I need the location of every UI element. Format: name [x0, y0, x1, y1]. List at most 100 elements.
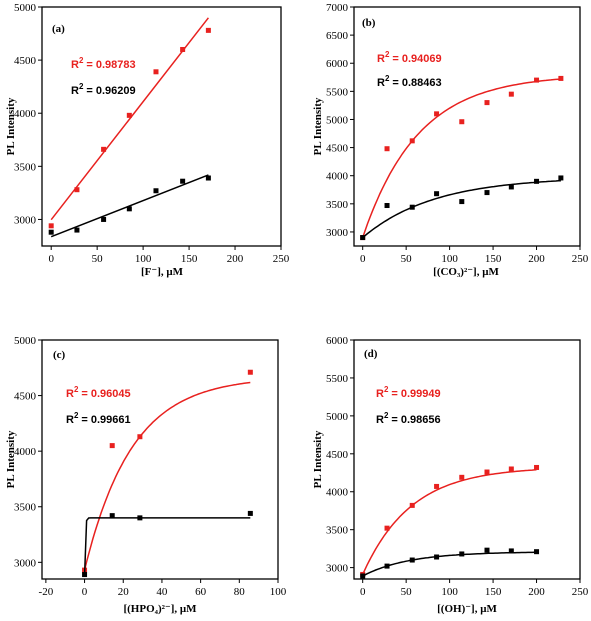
data-point: [534, 77, 540, 83]
data-point: [534, 464, 540, 470]
x-tick-label: 80: [234, 586, 246, 598]
x-tick-label: 60: [195, 586, 207, 598]
r-squared-label: R2 = 0.88463: [377, 74, 442, 89]
data-point: [434, 111, 440, 117]
r-squared-value: = 0.94069: [392, 53, 441, 65]
r-symbol: R: [71, 59, 79, 71]
x-tick-label: 150: [181, 253, 198, 265]
superscript-2: 2: [384, 385, 389, 394]
data-point: [126, 112, 132, 118]
r-symbol: R: [376, 414, 384, 426]
data-point: [409, 557, 415, 563]
x-tick-label: 100: [441, 586, 458, 598]
fit-curve: [83, 381, 251, 571]
data-point: [247, 510, 253, 516]
data-point: [205, 27, 211, 33]
x-tick-label: -20: [39, 586, 54, 598]
data-point: [137, 434, 143, 440]
data-point: [74, 187, 80, 193]
x-tick-label: 100: [270, 586, 287, 598]
superscript-2: 2: [79, 56, 84, 65]
y-tick-label: 6000: [326, 335, 349, 347]
data-point: [360, 573, 366, 579]
x-tick-label: 200: [528, 586, 545, 598]
r-symbol: R: [71, 85, 79, 97]
data-point: [48, 223, 54, 229]
panel-b: 0 50 100 150 200 250 3000 3500 4000 4500 5000 5500 6…: [312, 2, 589, 278]
x-tick-label: 250: [572, 586, 589, 598]
fit-curve: [362, 179, 561, 239]
fit-curve: [362, 551, 537, 577]
fit-curve: [362, 469, 537, 575]
x-axis-label: [(CO₃)²⁻], μM: [433, 266, 499, 278]
y-tick-label: 3500: [14, 502, 37, 514]
r-squared-label: R2 = 0.98783: [71, 56, 136, 71]
y-tick-label: 4000: [14, 108, 37, 120]
x-tick-label: 0: [82, 586, 88, 598]
r-squared-value: = 0.88463: [392, 77, 441, 89]
plot-frame: [353, 6, 581, 247]
y-tick-label: 4000: [326, 487, 349, 499]
y-axis-label: PL Intensity: [312, 97, 324, 155]
r-squared-value: = 0.96209: [86, 85, 135, 97]
r-squared-value: = 0.98656: [391, 414, 440, 426]
y-tick-label: 3000: [14, 214, 37, 226]
r-symbol: R: [66, 388, 74, 400]
panel-label: (c): [53, 349, 66, 361]
data-point: [153, 69, 159, 75]
fit-curve: [83, 517, 251, 575]
r-squared-label: R2 = 0.96209: [71, 82, 136, 97]
y-tick-label: 7000: [326, 2, 349, 14]
superscript-2: 2: [74, 385, 79, 394]
y-tick-label: 3000: [14, 557, 37, 569]
y-tick-label: 5000: [14, 2, 37, 14]
data-point: [409, 138, 415, 144]
data-point: [434, 554, 440, 560]
x-tick-label: 40: [156, 586, 168, 598]
x-tick-label: 250: [572, 253, 589, 265]
x-tick-label: 0: [360, 586, 366, 598]
x-tick-label: 200: [528, 253, 545, 265]
panel-label: (a): [52, 23, 65, 35]
data-point: [384, 525, 390, 531]
x-axis-label: [F⁻], μM: [141, 266, 184, 278]
data-point: [534, 549, 540, 555]
x-tick-label: 50: [401, 253, 413, 265]
y-axis-label: PL Intensity: [312, 430, 324, 488]
plot-frame: [353, 339, 581, 580]
data-point: [74, 227, 80, 233]
data-point: [459, 551, 465, 557]
y-tick-label: 5000: [326, 114, 349, 126]
panel-label: (d): [364, 348, 378, 360]
x-tick-label: 0: [360, 253, 366, 265]
y-tick-label: 5500: [326, 86, 349, 98]
data-point: [205, 175, 211, 181]
r-squared-label: R2 = 0.99661: [66, 411, 131, 426]
r-symbol: R: [377, 53, 385, 65]
data-point: [360, 235, 366, 241]
data-point: [137, 515, 143, 521]
y-tick-label: 4500: [14, 391, 37, 403]
r-symbol: R: [376, 388, 384, 400]
r-squared-label: R2 = 0.98656: [376, 411, 441, 426]
x-tick-label: 50: [92, 253, 104, 265]
r-squared-value: = 0.99949: [391, 388, 440, 400]
y-tick-label: 3500: [326, 199, 349, 211]
data-point: [508, 548, 514, 554]
data-point: [508, 184, 514, 190]
superscript-2: 2: [74, 411, 79, 420]
r-squared-value: = 0.99661: [81, 414, 130, 426]
r-symbol: R: [66, 414, 74, 426]
superscript-2: 2: [384, 411, 389, 420]
fit-curve: [361, 78, 561, 238]
data-point: [409, 204, 415, 210]
y-tick-label: 4000: [14, 446, 37, 458]
x-tick-label: 0: [48, 253, 54, 265]
data-point: [459, 199, 465, 205]
data-point: [109, 513, 115, 519]
y-tick-label: 5000: [326, 411, 349, 423]
data-point: [484, 100, 490, 106]
data-point: [484, 547, 490, 553]
x-tick-label: 50: [401, 586, 413, 598]
y-tick-label: 6000: [326, 58, 349, 70]
